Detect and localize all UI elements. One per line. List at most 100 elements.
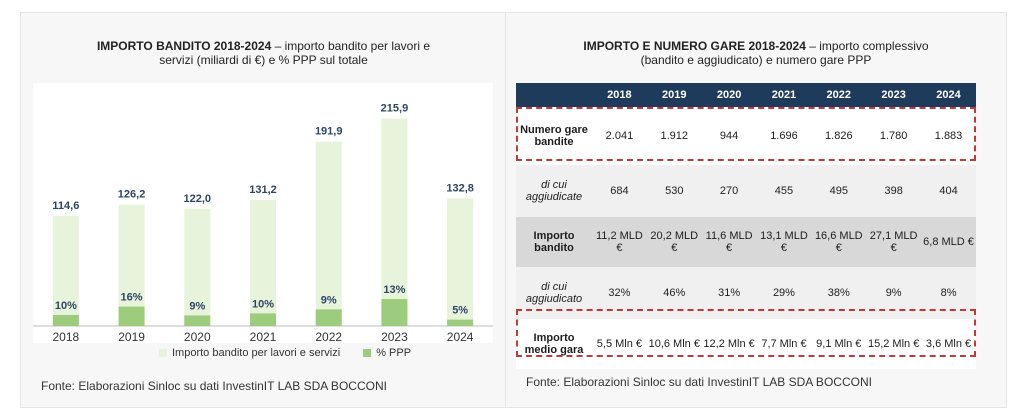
table-cell: 1.696 (756, 107, 812, 165)
header-cell: 2021 (756, 83, 812, 107)
table-cell: 2.041 (592, 107, 647, 165)
header-cell (516, 83, 592, 107)
x-tick-label: 2018 (53, 330, 80, 343)
legend-swatch-total (159, 349, 167, 358)
table-cell: 13,1 MLD € (756, 217, 812, 267)
bar-pct-label: 9% (321, 294, 337, 306)
data-table-wrapper: 2018 2019 2020 2021 2022 2023 2024 Numer… (516, 83, 976, 369)
bar-pct-label: 5% (452, 305, 468, 317)
bar-ppp (250, 313, 276, 326)
table-cell: 1.780 (866, 107, 922, 165)
row-label: Importo medio gara (516, 319, 592, 369)
header-cell: 2019 (646, 83, 702, 107)
bar-pct-label: 16% (121, 292, 143, 304)
bar-total (250, 199, 276, 326)
chart-legend: Importo bandito per lavori e servizi % P… (159, 347, 431, 359)
table-cell: 31% (701, 267, 757, 319)
x-tick-label: 2021 (250, 330, 277, 343)
table-cell: 3,6 Mln € (921, 319, 976, 369)
table-cell: 684 (592, 165, 647, 217)
bar-value-label: 122,0 (184, 193, 212, 205)
table-subtitle: (bandito e aggiudicato) e numero gare PP… (640, 53, 872, 67)
table-row: di cui aggiudicate 684 530 270 455 495 3… (516, 165, 976, 217)
header-cell: 2020 (701, 83, 757, 107)
chart-title-rest: – importo bandito per lavori e (271, 39, 431, 53)
bar-ppp (315, 309, 342, 326)
chart-title: IMPORTO BANDITO 2018-2024 – importo band… (21, 39, 506, 67)
chart-subtitle: servizi (miliardi di €) e % PPP sul tota… (159, 53, 368, 67)
table-title-bold: IMPORTO E NUMERO GARE 2018-2024 (583, 39, 806, 53)
bar-value-label: 126,2 (118, 189, 146, 201)
table-cell: 38% (811, 267, 867, 319)
table-cell: 6,8 MLD € (921, 217, 976, 267)
table-cell: 7,7 Mln € (756, 319, 812, 369)
bar-pct-label: 10% (55, 300, 77, 312)
table-cell: 270 (701, 165, 757, 217)
table-cell: 10,6 Mln € (646, 319, 702, 369)
bar-total (52, 215, 79, 326)
data-table: 2018 2019 2020 2021 2022 2023 2024 Numer… (516, 83, 976, 369)
bar-chart: 114,6 10% 2018 126,2 16% 2019 122,0 9% 2020 131,2… (33, 103, 493, 343)
table-source: Fonte: Elaborazioni Sinloc su dati Inves… (526, 375, 872, 389)
bar-ppp (118, 306, 145, 326)
table-cell: 9% (866, 267, 922, 319)
bar-pct-label: 10% (252, 298, 274, 310)
table-cell: 29% (756, 267, 812, 319)
table-cell: 46% (646, 267, 702, 319)
table-title-rest: – importo complessivo (805, 39, 929, 53)
table-cell: 16,6 MLD € (811, 217, 867, 267)
bar-value-label: 131,2 (249, 184, 277, 196)
table-cell: 20,2 MLD € (646, 217, 702, 267)
table-row: Importo medio gara 5,5 Mln € 10,6 Mln € … (516, 319, 976, 369)
x-tick-label: 2023 (381, 330, 408, 343)
bar-ppp (52, 314, 79, 326)
row-label: di cui aggiudicato (516, 267, 592, 319)
table-cell: 11,6 MLD € (701, 217, 757, 267)
x-tick-label: 2024 (447, 330, 474, 343)
bar-ppp (447, 319, 474, 326)
table-cell: 944 (701, 107, 757, 165)
table-cell: 12,2 Mln € (701, 319, 757, 369)
bar-value-label: 132,8 (446, 182, 474, 194)
table-cell: 1.912 (646, 107, 702, 165)
bar-value-label: 191,9 (315, 126, 343, 138)
bar-pct-label: 9% (189, 300, 205, 312)
table-cell: 27,1 MLD € (866, 217, 922, 267)
table-cell: 495 (811, 165, 867, 217)
legend-swatch-ppp (363, 349, 372, 358)
bar-total (184, 208, 211, 326)
x-tick-label: 2020 (184, 330, 211, 343)
legend-item-ppp: % PPP (363, 347, 411, 359)
table-cell: 8% (921, 267, 976, 319)
row-label: Importo bandito (516, 217, 592, 267)
bar-total (315, 141, 342, 326)
row-label: di cui aggiudicate (516, 165, 592, 217)
legend-label-total: Importo bandito per lavori e servizi (172, 347, 341, 359)
row-label: Numero gare bandite (516, 107, 592, 165)
right-table-panel: IMPORTO E NUMERO GARE 2018-2024 – import… (505, 12, 1007, 408)
bar-ppp (184, 315, 211, 326)
table-cell: 455 (756, 165, 812, 217)
header-cell: 2018 (592, 83, 647, 107)
table-cell: 15,2 Mln € (866, 319, 922, 369)
table-cell: 404 (921, 165, 976, 217)
table-header-row: 2018 2019 2020 2021 2022 2023 2024 (516, 83, 976, 107)
table-cell: 32% (592, 267, 647, 319)
bar-total (447, 198, 474, 326)
table-title: IMPORTO E NUMERO GARE 2018-2024 – import… (506, 39, 1006, 67)
table-cell: 398 (866, 165, 922, 217)
legend-item-total: Importo bandito per lavori e servizi (159, 347, 340, 359)
chart-title-bold: IMPORTO BANDITO 2018-2024 (96, 39, 272, 53)
table-cell: 9,1 Mln € (811, 319, 867, 369)
bar-value-label: 215,9 (381, 103, 409, 115)
header-cell: 2023 (866, 83, 922, 107)
table-cell: 1.883 (921, 107, 976, 165)
bar-value-label: 114,6 (52, 200, 79, 212)
table-cell: 530 (646, 165, 702, 217)
table-row: Numero gare bandite 2.041 1.912 944 1.69… (516, 107, 976, 165)
x-tick-label: 2022 (315, 330, 342, 343)
left-chart-panel: IMPORTO BANDITO 2018-2024 – importo band… (20, 12, 507, 408)
legend-label-ppp: % PPP (376, 347, 412, 359)
table-row: Importo bandito 11,2 MLD € 20,2 MLD € 11… (516, 217, 976, 267)
bar-pct-label: 13% (383, 284, 405, 296)
